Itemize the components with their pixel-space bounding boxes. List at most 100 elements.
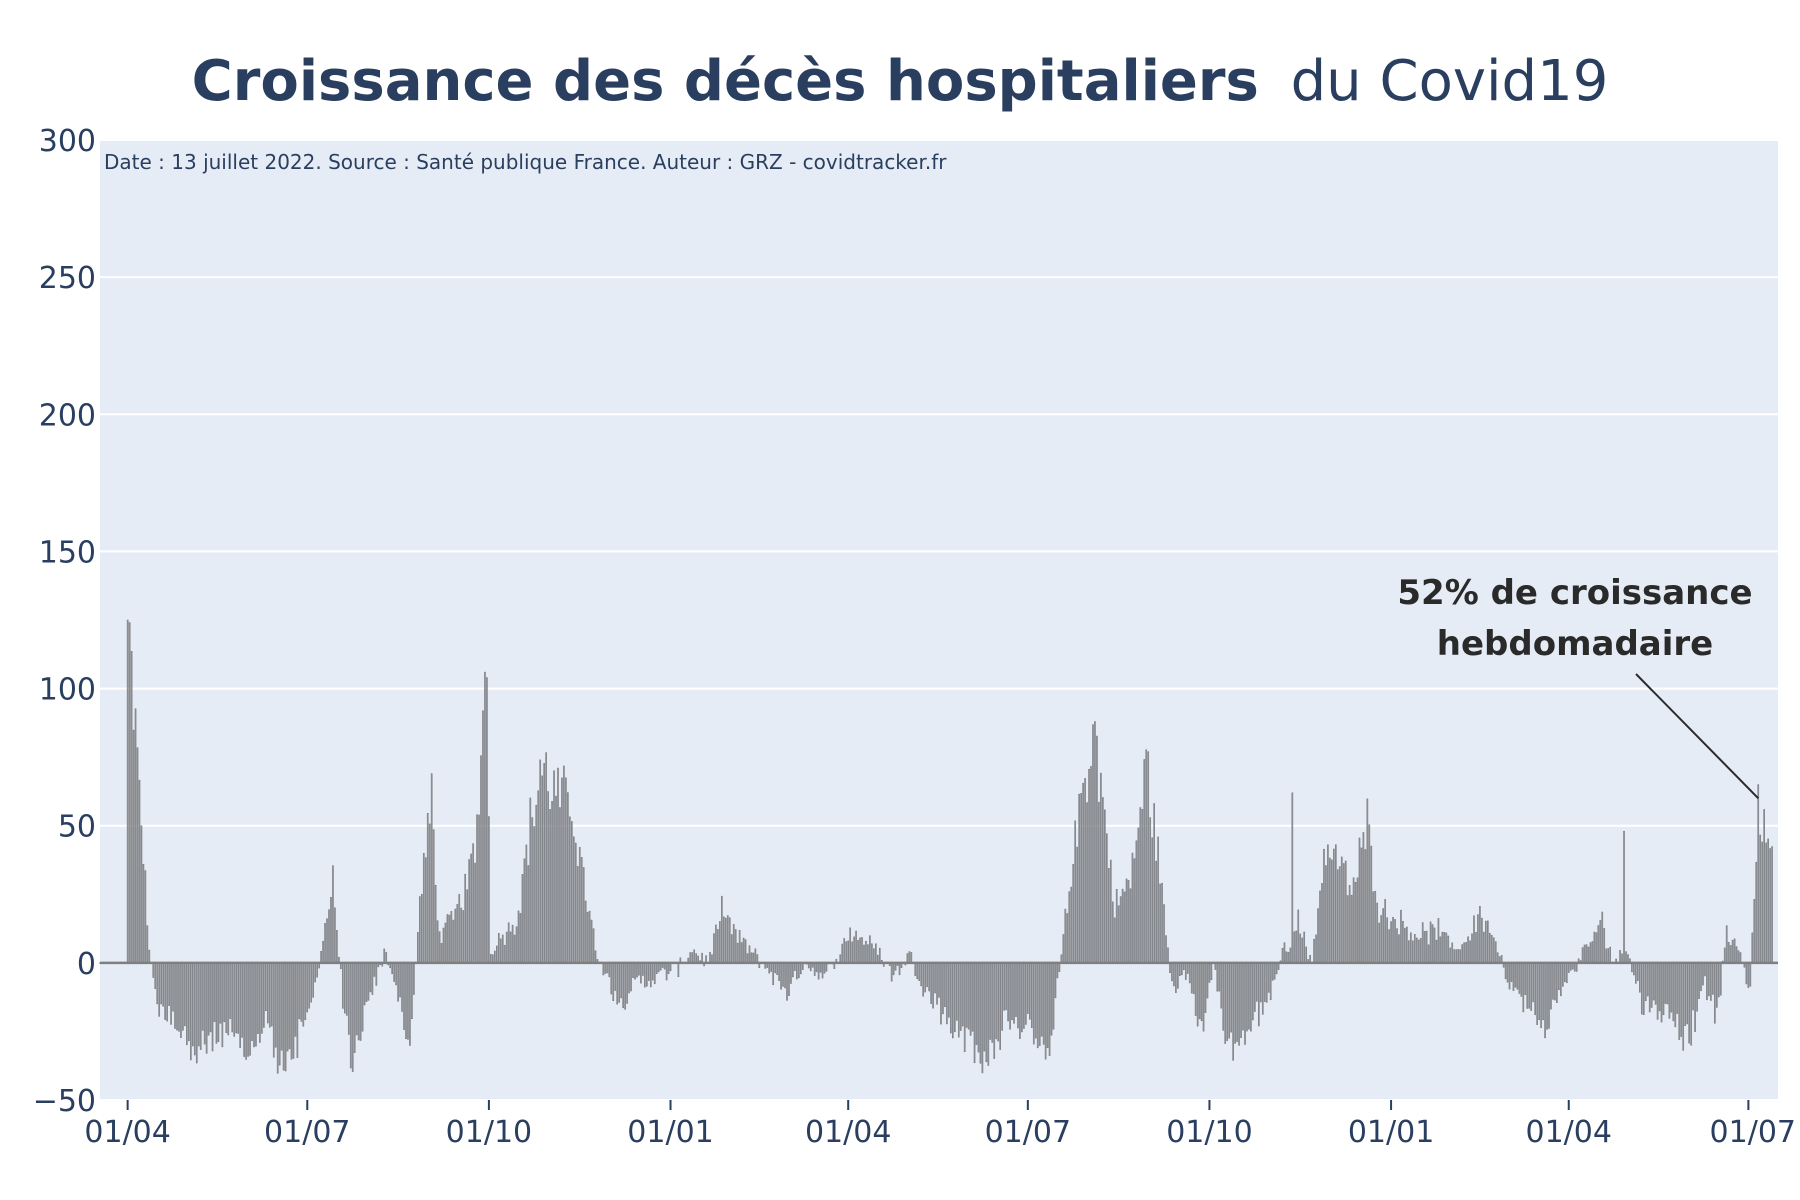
bar — [841, 943, 844, 964]
bar — [1240, 962, 1242, 1039]
bar — [466, 889, 468, 964]
bar — [529, 797, 532, 964]
bar — [1188, 962, 1191, 984]
bar — [914, 962, 917, 976]
x-tick-label: 01/07 — [1710, 1115, 1796, 1150]
bar — [1184, 962, 1187, 980]
bar — [922, 962, 924, 997]
bar — [391, 962, 393, 975]
bar — [383, 948, 386, 964]
bar — [823, 962, 826, 974]
bar — [460, 907, 463, 964]
bar — [523, 858, 526, 964]
bar — [1352, 877, 1355, 964]
bar — [1364, 849, 1367, 964]
bar — [324, 923, 326, 964]
bar — [1048, 962, 1051, 1056]
bar — [347, 962, 350, 1035]
bar — [1384, 899, 1386, 964]
bar — [1477, 914, 1479, 964]
bar — [1163, 904, 1165, 964]
bar — [255, 962, 257, 1047]
bar — [1252, 962, 1254, 1021]
bar — [1179, 962, 1181, 977]
bar — [140, 825, 143, 964]
bar — [128, 622, 131, 964]
bar — [576, 866, 579, 964]
bar — [1115, 889, 1118, 964]
bar — [549, 809, 551, 964]
bar — [1232, 962, 1234, 1061]
bar — [969, 962, 972, 1036]
bar — [1220, 962, 1223, 1009]
bar — [754, 948, 757, 964]
bar — [419, 896, 421, 964]
bar — [1135, 840, 1138, 964]
bar — [1030, 962, 1033, 1028]
bar — [1479, 905, 1481, 964]
bar — [444, 922, 447, 964]
bar — [1331, 859, 1333, 964]
bar — [160, 962, 162, 1005]
bar — [1550, 962, 1552, 1010]
bar — [209, 962, 212, 1033]
bar — [1475, 932, 1477, 964]
bar — [847, 940, 849, 964]
bar — [199, 962, 202, 1050]
bar — [1755, 861, 1758, 964]
bar — [1425, 930, 1428, 964]
y-tick-label: −50 — [33, 1084, 96, 1119]
bar — [1601, 911, 1604, 964]
bar — [464, 873, 467, 964]
bar — [1044, 962, 1047, 1060]
bar — [1190, 962, 1193, 994]
bar — [1648, 962, 1651, 1013]
bar — [867, 944, 869, 964]
bar — [1368, 824, 1371, 964]
bar — [788, 962, 790, 996]
bar — [1494, 941, 1497, 964]
bar — [243, 962, 245, 1057]
bar — [610, 962, 613, 995]
bar — [1731, 939, 1734, 964]
bar — [519, 913, 522, 964]
bar — [257, 962, 259, 1034]
bar — [191, 962, 194, 1047]
bar — [1510, 962, 1513, 982]
x-tick-label: 01/07 — [985, 1115, 1071, 1150]
bar — [920, 962, 923, 987]
x-tick-label: 01/04 — [1526, 1115, 1612, 1150]
bar — [227, 962, 230, 1036]
bar — [1145, 749, 1148, 964]
bar — [162, 962, 164, 1007]
bar — [1581, 947, 1584, 964]
bar — [1076, 846, 1078, 964]
bar — [1242, 962, 1244, 1031]
bar — [1370, 845, 1373, 964]
bar — [1072, 864, 1075, 964]
bar — [1556, 962, 1558, 1003]
bar — [1650, 962, 1653, 1008]
bar — [1767, 838, 1769, 964]
bar — [241, 962, 243, 1038]
bar — [640, 962, 642, 984]
bar — [734, 929, 737, 964]
bar — [357, 962, 360, 1041]
bar — [1445, 932, 1448, 964]
bar — [582, 867, 585, 964]
bar — [1680, 962, 1683, 1037]
bar — [361, 962, 364, 1032]
bar — [1372, 891, 1375, 964]
bar — [1192, 962, 1195, 995]
bar — [559, 807, 561, 964]
bar — [126, 619, 129, 964]
bar — [351, 962, 354, 1072]
y-tick-label: 300 — [39, 124, 96, 159]
bar — [535, 804, 538, 964]
bar — [332, 865, 334, 964]
bar — [1068, 891, 1071, 964]
bar — [689, 952, 692, 964]
bar — [1021, 962, 1023, 1033]
x-tick-label: 01/01 — [627, 1115, 713, 1150]
bar — [1360, 847, 1363, 964]
